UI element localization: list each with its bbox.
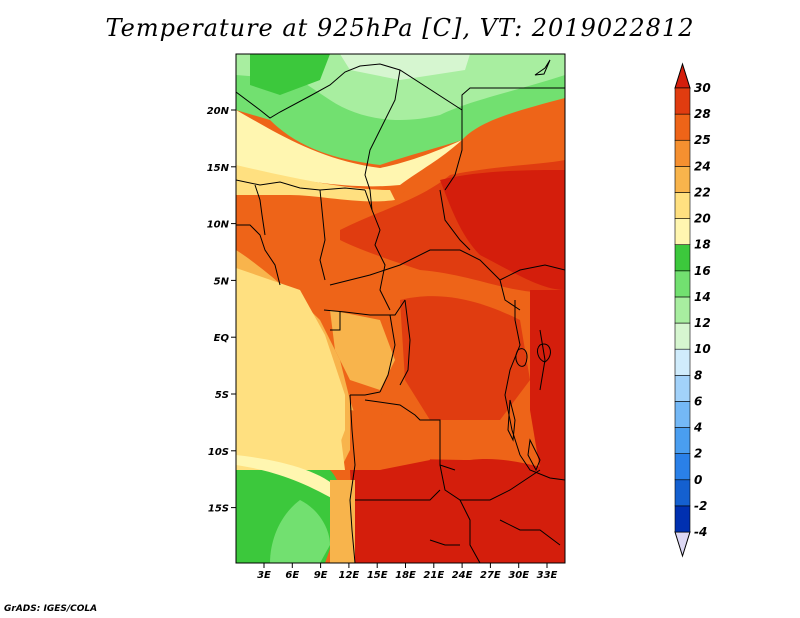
colorbar-swatch: [674, 270, 691, 298]
colorbar-label: 20: [694, 212, 711, 226]
colorbar-swatch: [674, 479, 691, 507]
lat-label: 15N: [207, 163, 230, 174]
lon-label: 9E: [314, 570, 328, 581]
colorbar-label: 4: [693, 421, 702, 435]
colorbar-min-arrow: [674, 531, 691, 558]
lat-label: 10S: [208, 447, 229, 458]
grads-credit: GrADS: IGES/COLA: [4, 604, 98, 614]
colorbar-label: 10: [694, 342, 711, 356]
colorbar-label: 0: [694, 473, 702, 487]
colorbar-swatch: [674, 505, 691, 533]
map-frame: [235, 53, 566, 564]
colorbar-label: 6: [694, 394, 702, 408]
colorbar-label: 24: [694, 159, 711, 173]
colorbar-swatch: [674, 139, 691, 167]
lat-label: 5S: [215, 390, 229, 401]
colorbar-swatch: [674, 218, 691, 246]
colorbar-swatch: [674, 113, 691, 141]
lon-label: 30E: [508, 570, 529, 581]
colorbar-label: 14: [694, 290, 711, 304]
colorbar-swatch: [674, 244, 691, 272]
temperature-field: [236, 54, 565, 563]
colorbar-label: 22: [694, 185, 711, 199]
lon-label: 21E: [423, 570, 444, 581]
lon-label: 18E: [395, 570, 416, 581]
colorbar-label: 30: [694, 81, 711, 95]
lat-label: 15S: [208, 504, 229, 515]
lon-label: 15E: [367, 570, 388, 581]
colorbar-label: 16: [694, 264, 711, 278]
longitude-axis: 3E 6E 9E 12E 15E 18E 21E 24E 27E 30E 33E: [257, 563, 558, 581]
lon-label: 3E: [257, 570, 271, 581]
colorbar-label: 12: [694, 316, 711, 330]
colorbar-swatch: [674, 453, 691, 481]
colorbar-label: 2: [694, 447, 702, 461]
colorbar-label: 28: [694, 107, 711, 121]
colorbar-label: 25: [694, 133, 711, 147]
colorbar-swatch: [674, 87, 691, 115]
lon-label: 33E: [537, 570, 558, 581]
colorbar-label: -2: [694, 499, 707, 513]
map-title: Temperature at 925hPa [C], VT: 201902281…: [105, 14, 695, 42]
latitude-axis: 20N 15N 10N 5N EQ 5S 10S 15S: [207, 106, 236, 515]
colorbar-swatch: [674, 296, 691, 324]
lon-label: 6E: [285, 570, 299, 581]
lon-label: 27E: [480, 570, 501, 581]
lat-label: 10N: [207, 220, 230, 231]
colorbar-label: 8: [694, 368, 702, 382]
colorbar-swatch: [674, 166, 691, 193]
colorbar-swatch: [674, 322, 691, 350]
colorbar-max-arrow: [674, 62, 691, 89]
colorbar-label: -4: [694, 525, 707, 539]
colorbar-swatch: [674, 401, 691, 428]
lat-label: 20N: [207, 106, 230, 117]
colorbar-label: 18: [694, 238, 711, 252]
colorbar-swatch: [674, 427, 691, 454]
colorbar-swatch: [674, 192, 691, 219]
colorbar-swatch: [674, 348, 691, 376]
lat-label: EQ: [214, 333, 230, 344]
lon-label: 12E: [339, 570, 360, 581]
lon-label: 24E: [452, 570, 473, 581]
colorbar-swatch: [674, 374, 691, 402]
lat-label: 5N: [214, 276, 230, 287]
